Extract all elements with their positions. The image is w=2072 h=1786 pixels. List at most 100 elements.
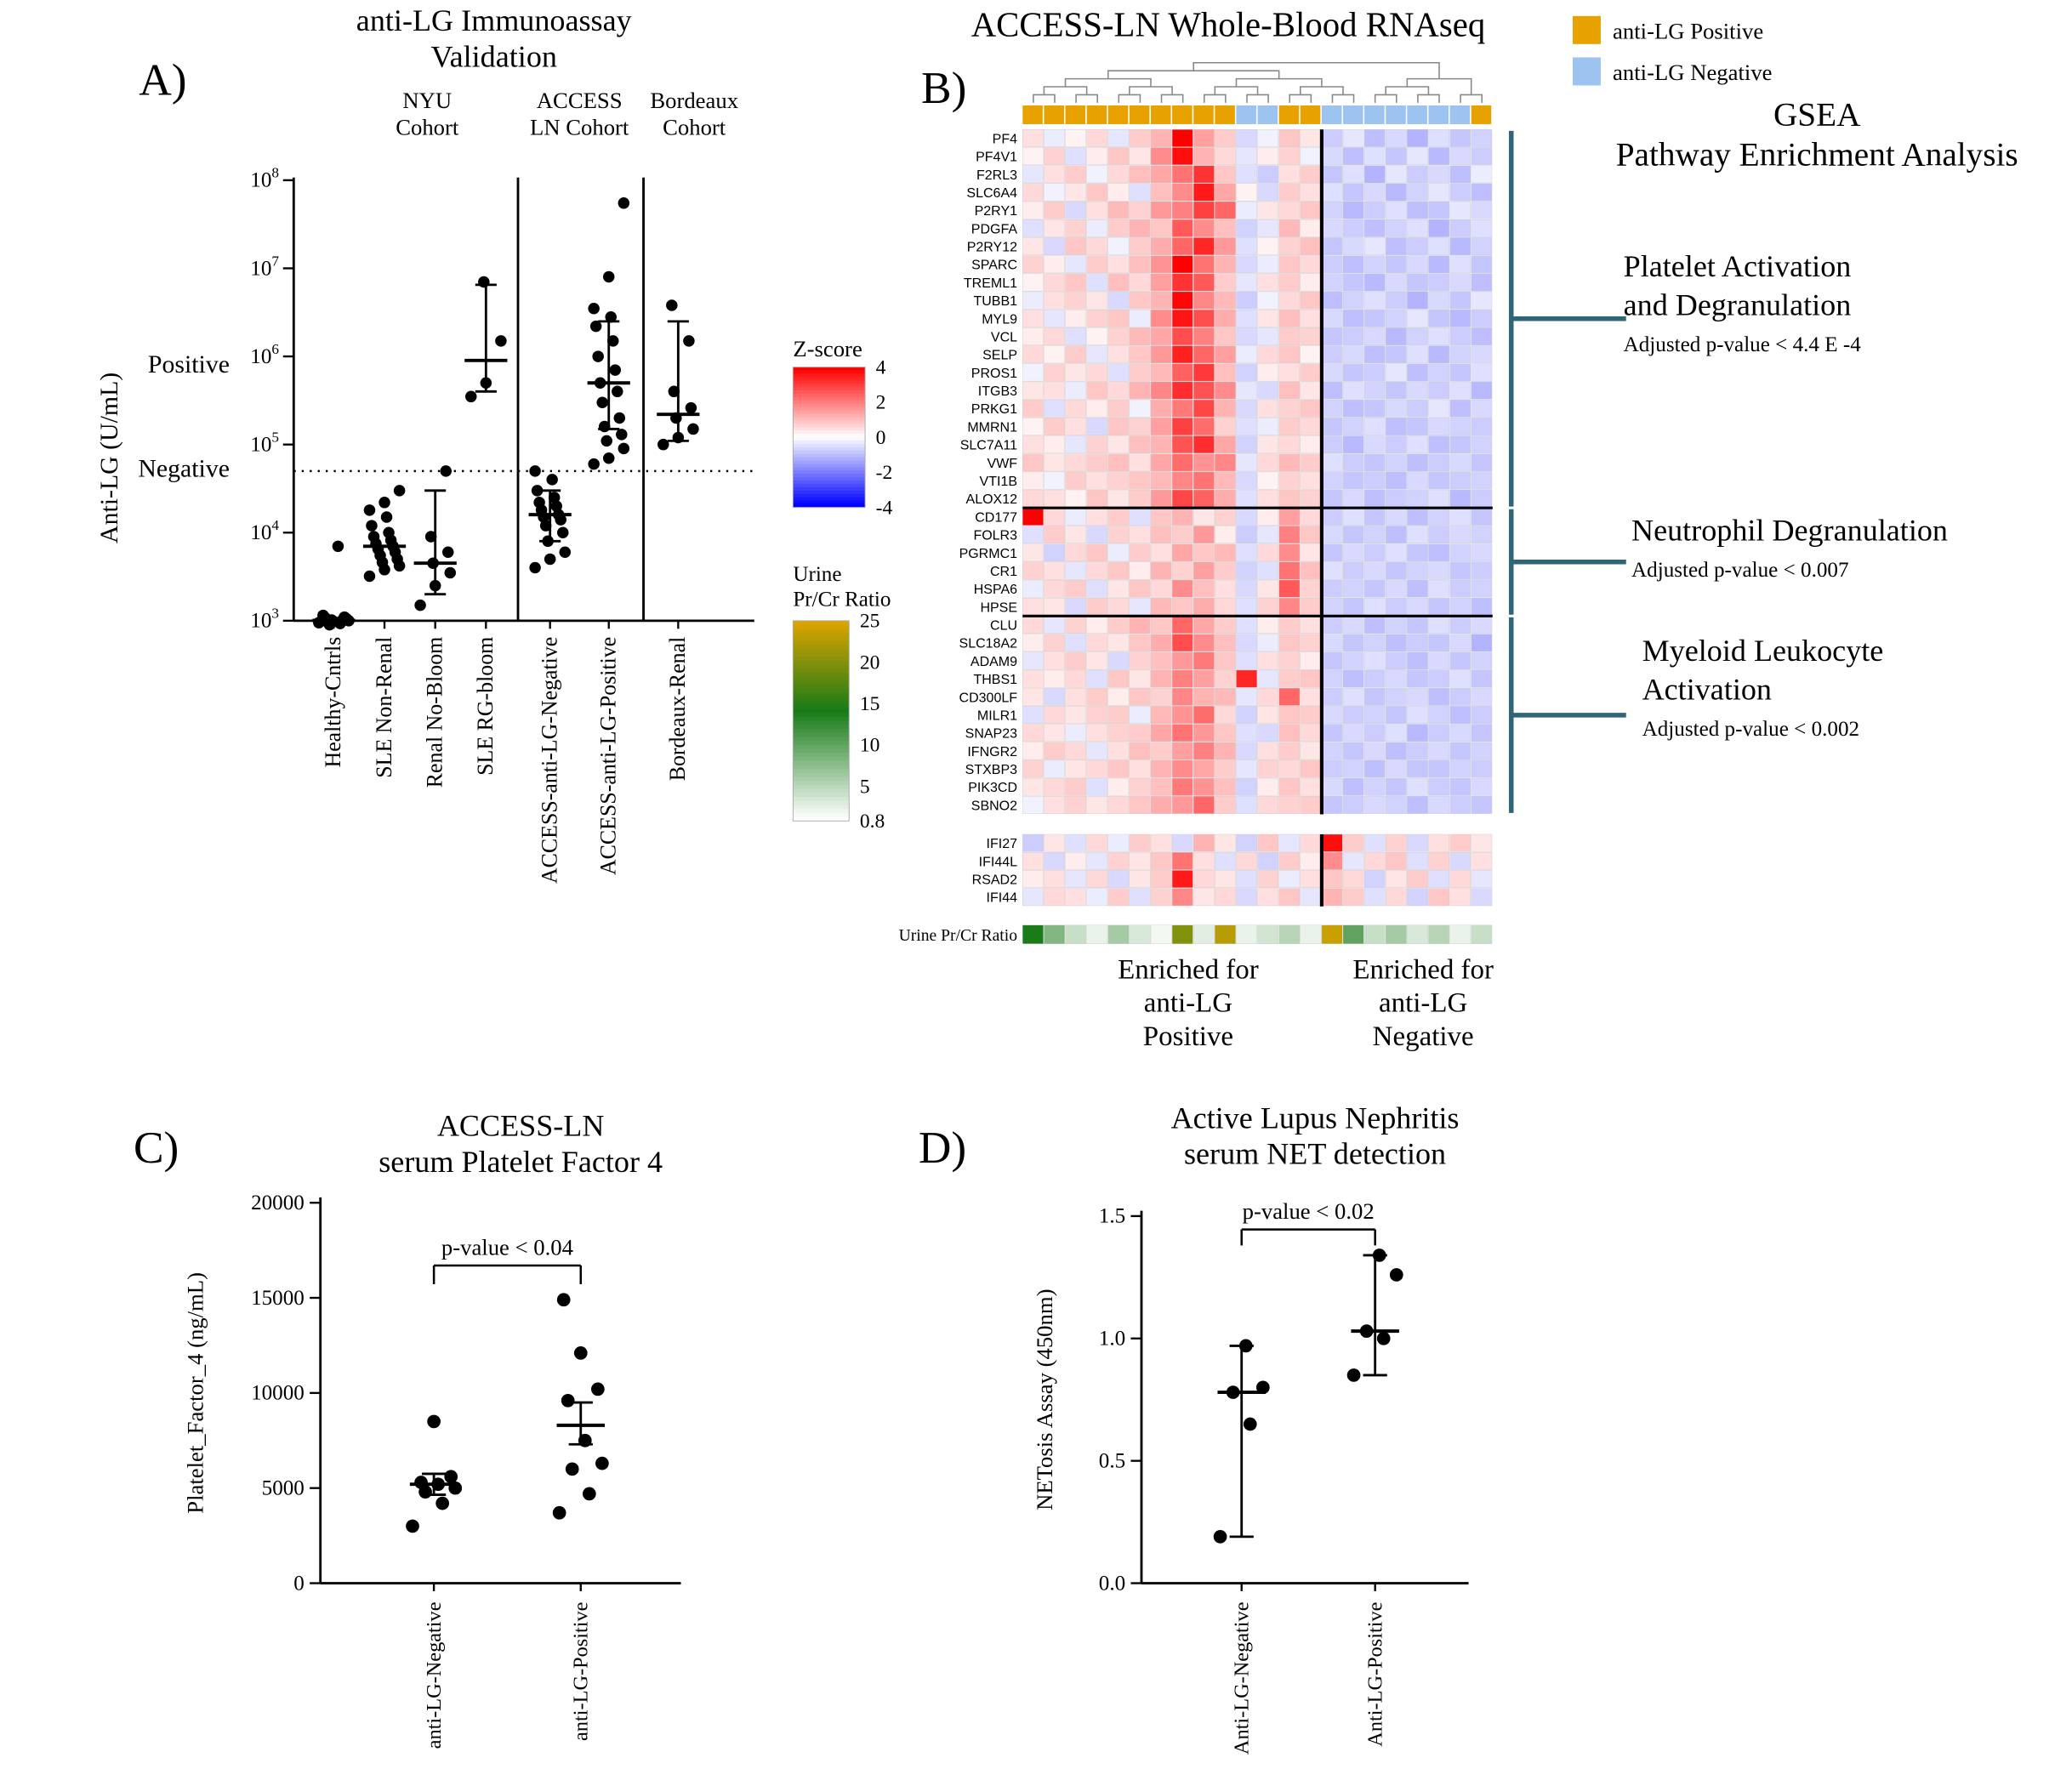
svg-text:Bordeaux: Bordeaux — [650, 88, 738, 113]
gsea-title: GSEA Pathway Enrichment Analysis — [1562, 96, 2072, 175]
svg-text:Pr/Cr Ratio: Pr/Cr Ratio — [793, 589, 891, 611]
gsea-myeloid-name-line2: Activation — [1642, 672, 1772, 706]
gsea-entry-neutrophil: Neutrophil Degranulation Adjusted p-valu… — [1631, 513, 1948, 583]
svg-text:103: 103 — [250, 606, 279, 633]
svg-text:Platelet_Factor_4 (ng/mL): Platelet_Factor_4 (ng/mL) — [183, 1272, 208, 1514]
panel-c-title-line2: serum Platelet Factor 4 — [379, 1145, 663, 1180]
svg-text:IFI44L: IFI44L — [979, 855, 1017, 869]
svg-text:0.8: 0.8 — [860, 811, 885, 833]
svg-text:THBS1: THBS1 — [973, 673, 1017, 687]
svg-text:Bordeaux-Renal: Bordeaux-Renal — [665, 637, 690, 782]
panel-a-label: A) — [139, 55, 187, 105]
svg-text:CD177: CD177 — [975, 510, 1017, 525]
svg-text:CLU: CLU — [990, 619, 1017, 634]
svg-text:HPSE: HPSE — [980, 600, 1017, 615]
svg-text:anti-LG-Negative: anti-LG-Negative — [423, 1602, 446, 1749]
svg-text:VTI1B: VTI1B — [980, 475, 1017, 489]
legend-row-negative: anti-LG Negative — [1572, 57, 1773, 87]
svg-text:2: 2 — [876, 392, 886, 414]
svg-text:PRKG1: PRKG1 — [971, 402, 1017, 417]
enriched-pos-line1: Enriched for — [1118, 953, 1259, 986]
svg-text:15: 15 — [860, 693, 880, 715]
svg-text:F2RL3: F2RL3 — [976, 168, 1017, 183]
legend-row-positive: anti-LG Positive — [1572, 15, 1773, 46]
svg-text:SLC7A11: SLC7A11 — [960, 439, 1017, 453]
svg-text:-4: -4 — [876, 497, 893, 519]
heatmap-column-legend: anti-LG Positive anti-LG Negative — [1572, 15, 1773, 99]
panel-c-title-line1: ACCESS-LN — [436, 1109, 605, 1143]
svg-text:ITGB3: ITGB3 — [978, 384, 1017, 399]
svg-text:106: 106 — [250, 341, 279, 368]
svg-text:PDGFA: PDGFA — [971, 222, 1018, 236]
svg-text:SLE Non-Renal: SLE Non-Renal — [372, 637, 396, 778]
enriched-negative-label: Enriched for anti-LG Negative — [1289, 953, 1557, 1053]
panel-d-title: Active Lupus Nephritis serum NET detecti… — [1062, 1100, 1568, 1172]
svg-text:0.0: 0.0 — [1099, 1572, 1125, 1595]
gsea-myeloid-name-line1: Myeloid Leukocyte — [1642, 634, 1884, 668]
panel-a-title-line1: anti-LG Immunoassay — [356, 3, 632, 37]
svg-text:VWF: VWF — [987, 457, 1017, 471]
svg-text:25: 25 — [860, 611, 880, 633]
gsea-entry-platelet: Platelet Activation and Degranulation Ad… — [1624, 248, 1861, 357]
svg-text:SPARC: SPARC — [971, 259, 1017, 273]
enriched-neg-line2: anti-LG — [1378, 986, 1468, 1019]
svg-text:PIK3CD: PIK3CD — [968, 781, 1017, 795]
svg-text:ACCESS: ACCESS — [537, 88, 623, 113]
svg-text:HSPA6: HSPA6 — [974, 583, 1017, 597]
gsea-title-line2: Pathway Enrichment Analysis — [1615, 136, 2018, 173]
enriched-pos-line2: anti-LG — [1143, 986, 1233, 1019]
svg-text:20000: 20000 — [251, 1192, 305, 1214]
svg-text:20: 20 — [860, 651, 880, 674]
svg-text:108: 108 — [250, 165, 279, 192]
gsea-platelet-name-line1: Platelet Activation — [1623, 249, 1852, 283]
panel-d-label: D) — [918, 1123, 967, 1174]
panel-c-plot: 0 5000 10000 15000 20000 Platelet_Factor_4 (n… — [183, 1192, 681, 1749]
panel-a-title: anti-LG Immunoassay Validation — [241, 3, 748, 75]
svg-text:107: 107 — [250, 253, 279, 280]
enriched-positive-label: Enriched for anti-LG Positive — [1062, 953, 1315, 1053]
svg-text:p-value < 0.02: p-value < 0.02 — [1243, 1198, 1375, 1224]
svg-text:5000: 5000 — [262, 1477, 305, 1500]
svg-text:PF4V1: PF4V1 — [976, 151, 1017, 165]
panel-d-plot: 0.0 0.5 1.0 1.5 NETosis Assay (450nm) Anti-LG… — [1032, 1198, 1469, 1755]
svg-text:SLC6A4: SLC6A4 — [966, 186, 1017, 201]
svg-text:MILR1: MILR1 — [977, 708, 1017, 723]
svg-text:Anti-LG-Negative: Anti-LG-Negative — [1231, 1602, 1254, 1755]
panel-c-label: C) — [133, 1123, 179, 1174]
svg-text:1.0: 1.0 — [1099, 1328, 1125, 1351]
svg-text:SNAP23: SNAP23 — [965, 727, 1017, 742]
svg-text:PROS1: PROS1 — [971, 367, 1017, 381]
svg-text:TUBB1: TUBB1 — [973, 294, 1017, 309]
svg-text:VCL: VCL — [991, 331, 1017, 345]
panel-d-title-line1: Active Lupus Nephritis — [1170, 1101, 1460, 1135]
svg-text:IFNGR2: IFNGR2 — [967, 745, 1017, 759]
enriched-pos-line3: Positive — [1142, 1019, 1234, 1052]
svg-text:Positive: Positive — [148, 350, 230, 378]
svg-text:NETosis Assay (450nm): NETosis Assay (450nm) — [1032, 1289, 1057, 1510]
gsea-entry-myeloid: Myeloid Leukocyte Activation Adjusted p-… — [1642, 633, 1884, 742]
svg-text:MMRN1: MMRN1 — [967, 420, 1017, 435]
svg-text:TREML1: TREML1 — [964, 276, 1017, 291]
svg-text:CR1: CR1 — [990, 565, 1017, 579]
svg-text:ADAM9: ADAM9 — [971, 655, 1017, 669]
enriched-neg-line1: Enriched for — [1352, 953, 1494, 986]
svg-text:105: 105 — [250, 429, 279, 457]
svg-text:LN Cohort: LN Cohort — [530, 115, 629, 140]
panel-c-title: ACCESS-LN serum Platelet Factor 4 — [267, 1108, 774, 1180]
negative-swatch — [1572, 57, 1601, 86]
svg-text:ACCESS-anti-LG-Positive: ACCESS-anti-LG-Positive — [596, 637, 621, 875]
svg-text:5: 5 — [860, 776, 870, 798]
enriched-neg-line3: Negative — [1372, 1019, 1474, 1052]
svg-text:Anti-LG (U/mL): Anti-LG (U/mL) — [95, 373, 123, 543]
svg-text:STXBP3: STXBP3 — [965, 763, 1017, 777]
svg-text:SLC18A2: SLC18A2 — [959, 637, 1018, 651]
svg-text:0: 0 — [876, 427, 886, 449]
svg-text:P2RY1: P2RY1 — [975, 204, 1018, 219]
svg-text:p-value < 0.04: p-value < 0.04 — [441, 1234, 573, 1260]
svg-text:SLE RG-bloom: SLE RG-bloom — [473, 637, 498, 776]
svg-text:15000: 15000 — [251, 1287, 305, 1310]
positive-swatch-label: anti-LG Positive — [1613, 18, 1764, 44]
gsea-neutrophil-name-line1: Neutrophil Degranulation — [1631, 514, 1948, 548]
svg-text:104: 104 — [250, 517, 279, 544]
